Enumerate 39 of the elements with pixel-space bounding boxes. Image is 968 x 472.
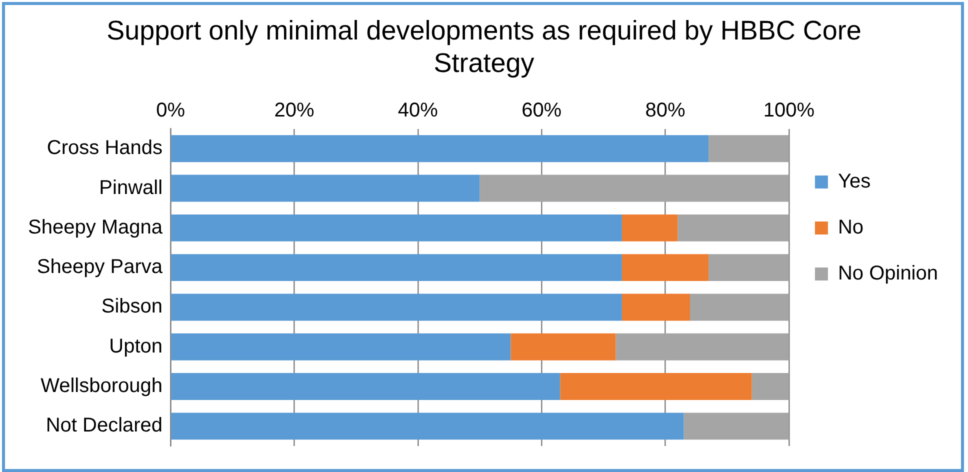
bar [678, 214, 789, 242]
bar [616, 333, 789, 360]
bar [752, 373, 789, 400]
legend-label: Yes [838, 170, 871, 193]
bar [708, 254, 789, 282]
legend-label: No Opinion [838, 262, 938, 285]
x-tick-label: 60% [522, 99, 562, 122]
y-tick-label: Upton [109, 335, 163, 358]
bar [690, 294, 789, 321]
y-tick-label: Wellsborough [40, 375, 163, 398]
bar [171, 135, 709, 162]
y-tick-label: Pinwall [99, 176, 163, 199]
y-tick-label: Sheepy Parva [36, 256, 164, 278]
bar [480, 174, 789, 202]
y-tick-label: Sheepy Magna [28, 216, 164, 238]
bar [171, 412, 684, 440]
bar [622, 254, 709, 282]
bar [171, 333, 511, 360]
bar [510, 333, 616, 360]
x-tick-label: 100% [763, 99, 815, 122]
bar [684, 412, 789, 440]
x-tick-label: 80% [645, 99, 686, 122]
y-tick-label: Sibson [101, 296, 163, 318]
bar [171, 214, 622, 242]
bar [171, 174, 480, 202]
bar [171, 373, 560, 400]
bar [622, 294, 690, 321]
legend-label: No [838, 216, 864, 239]
y-tick-label: Not Declared [46, 414, 163, 437]
bar [622, 214, 678, 242]
y-tick-label: Cross Hands [46, 137, 163, 160]
bar [171, 254, 622, 282]
bar [171, 294, 622, 321]
bar [708, 135, 789, 162]
bar [560, 373, 752, 400]
chart-title: Support only minimal developments as required by HBBC Core Strategy [106, 16, 862, 78]
x-tick-label: 40% [398, 99, 438, 122]
x-tick-label: 0% [156, 99, 186, 122]
x-tick-label: 20% [274, 99, 314, 122]
